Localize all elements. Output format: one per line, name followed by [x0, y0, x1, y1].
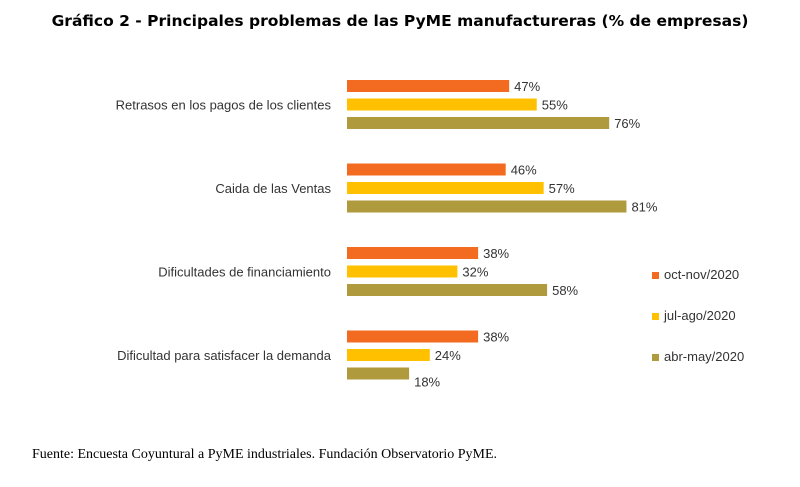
data-label: 76%	[614, 116, 640, 131]
data-label: 46%	[511, 163, 537, 178]
bar-oct-nov-2020	[347, 80, 510, 92]
bar-abr-may-2020	[347, 284, 548, 296]
chart-title: Gráfico 2 - Principales problemas de las…	[52, 12, 749, 30]
source-note: Fuente: Encuesta Coyuntural a PyME indus…	[32, 447, 497, 462]
data-label: 57%	[549, 181, 575, 196]
legend-label: abr-may/2020	[664, 349, 744, 364]
bar-abr-may-2020	[347, 200, 627, 213]
data-label: 47%	[514, 79, 540, 94]
bar-jul-ago-2020	[347, 98, 537, 111]
data-label: 38%	[483, 246, 509, 261]
data-label: 24%	[435, 348, 461, 363]
data-label: 58%	[552, 283, 578, 298]
data-label: 55%	[542, 98, 568, 113]
bar-jul-ago-2020	[347, 182, 544, 194]
category-label: Dificultades de financiamiento	[158, 265, 331, 280]
legend-label: oct-nov/2020	[664, 267, 739, 282]
bar-jul-ago-2020	[347, 265, 458, 278]
bar-oct-nov-2020	[347, 330, 479, 343]
data-label: 81%	[631, 200, 657, 215]
legend-label: jul-ago/2020	[663, 308, 736, 323]
category-label: Caida de las Ventas	[215, 181, 331, 196]
legend-swatch	[652, 313, 659, 320]
data-label: 32%	[462, 265, 488, 280]
data-label: 38%	[483, 330, 509, 345]
bar-abr-may-2020	[347, 367, 410, 380]
legend-swatch	[652, 272, 659, 279]
data-label: 18%	[414, 375, 440, 390]
bar-oct-nov-2020	[347, 247, 479, 259]
category-label: Dificultad para satisfacer la demanda	[117, 348, 332, 363]
bar-abr-may-2020	[347, 117, 610, 129]
legend-swatch	[652, 354, 659, 361]
category-label: Retrasos en los pagos de los clientes	[116, 98, 332, 113]
bar-oct-nov-2020	[347, 163, 506, 176]
bar-jul-ago-2020	[347, 349, 430, 361]
